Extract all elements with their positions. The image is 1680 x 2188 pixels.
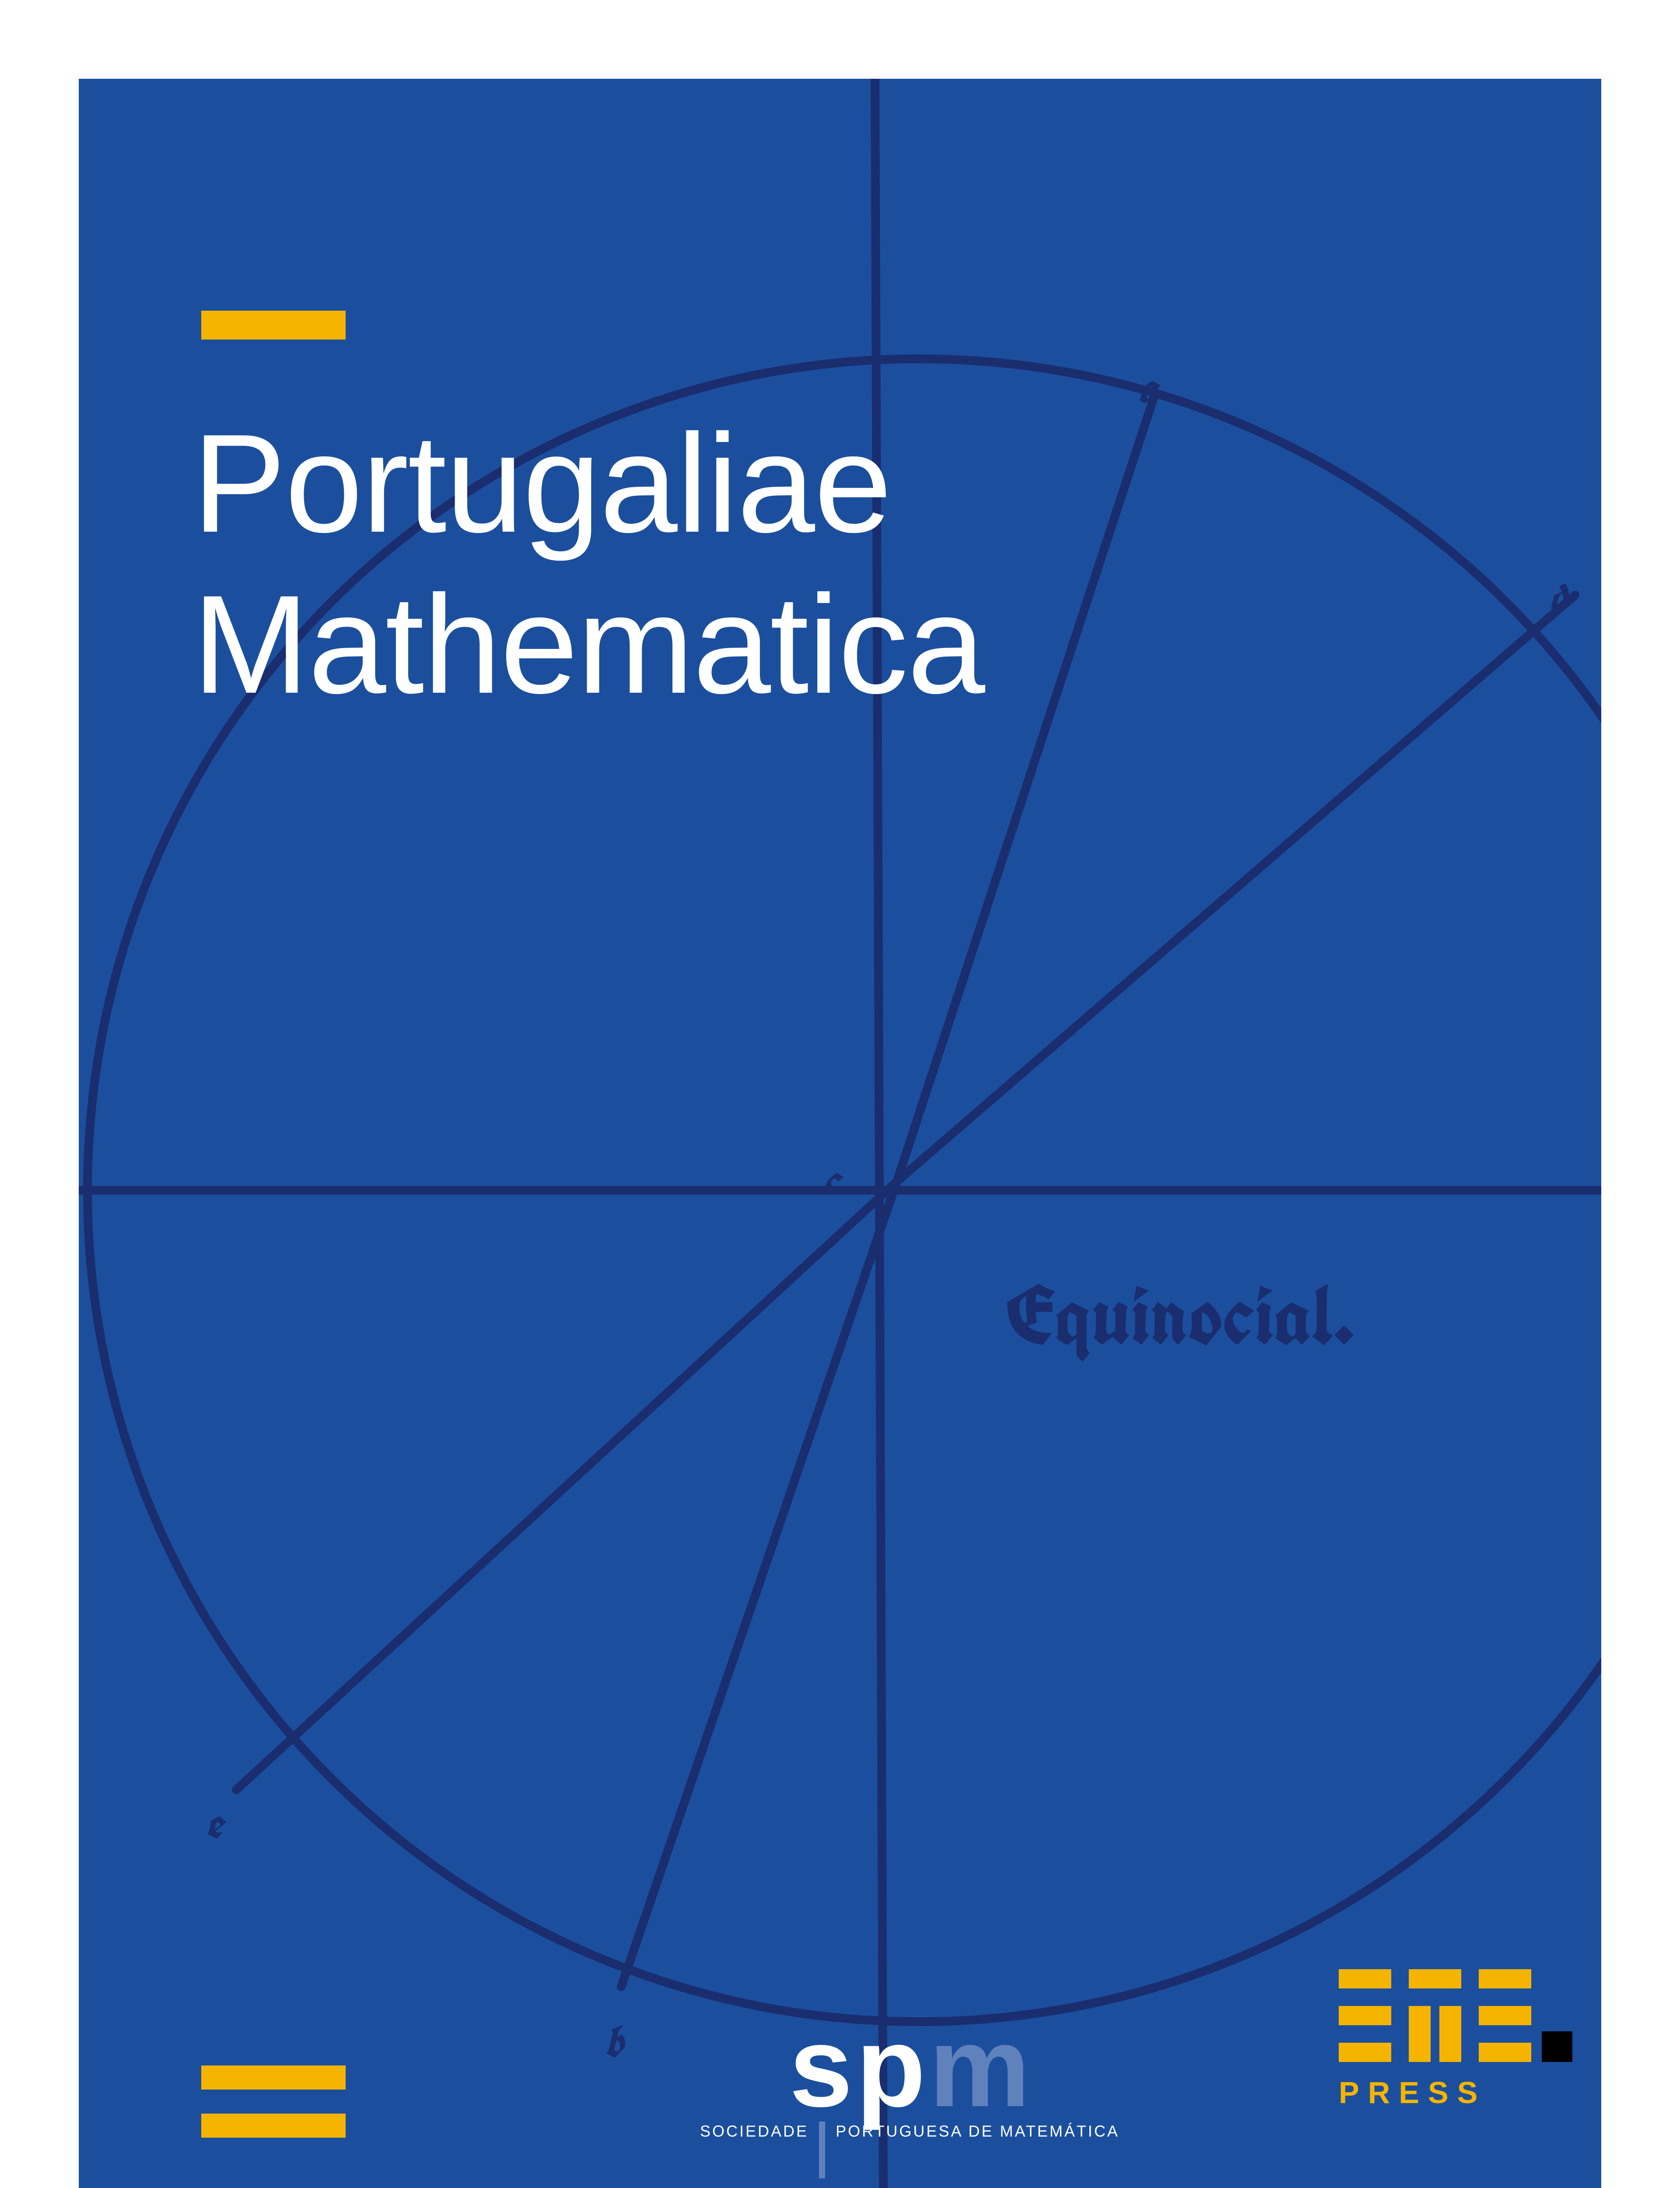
ems-press-label: PRESS: [1339, 2075, 1572, 2110]
title-line-2: Mathematica: [192, 564, 984, 725]
diagram-point-label: b: [604, 2013, 623, 2070]
diagram-point-label: d: [1549, 569, 1567, 626]
spm-letter-s: s: [789, 2022, 853, 2113]
spm-tagline: SOCIEDADE PORTUGUESA DE MATEMÁTICA: [700, 2104, 1120, 2161]
diagram-point-label: e: [206, 1794, 223, 1851]
diagram-point-label: c: [822, 1151, 839, 1208]
spm-letter-m: m: [929, 2022, 1030, 2113]
journal-title: Portugaliae Mathematica: [192, 403, 984, 725]
spm-logo: s p m SOCIEDADE PORTUGUESA DE MATEMÁTICA: [700, 2022, 1120, 2161]
geometric-diagram: [79, 79, 1601, 2188]
journal-cover: Portugaliae Mathematica Equinocial. a d c e…: [79, 79, 1601, 2188]
accent-bar-1: [201, 2065, 346, 2090]
equinocial-label: Equinocial.: [1006, 1260, 1354, 1369]
diagram-point-label: a: [1138, 359, 1157, 416]
title-line-1: Portugaliae: [192, 403, 984, 564]
accent-bar-top: [201, 311, 346, 340]
spm-letter-p: p: [856, 2022, 926, 2113]
accent-double-bar: [201, 2065, 346, 2138]
ems-square-icon: [1542, 2031, 1572, 2062]
ems-press-logo: PRESS: [1339, 1969, 1572, 2110]
spm-pipe-icon: [819, 2121, 825, 2178]
accent-bar-2: [201, 2114, 346, 2138]
